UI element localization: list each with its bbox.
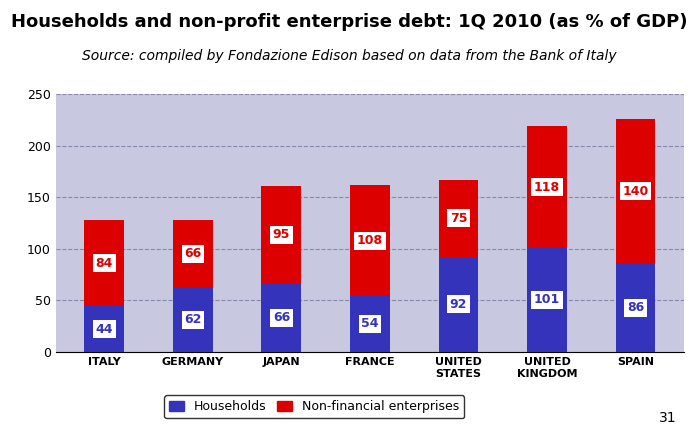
Bar xyxy=(173,220,213,288)
Bar xyxy=(262,284,302,352)
Text: 84: 84 xyxy=(96,257,113,270)
Text: Source: compiled by Fondazione Edison based on data from the Bank of Italy: Source: compiled by Fondazione Edison ba… xyxy=(82,49,616,63)
Bar xyxy=(262,186,302,284)
Bar xyxy=(84,220,124,306)
Text: 92: 92 xyxy=(450,298,467,311)
Text: 54: 54 xyxy=(361,317,379,330)
Bar xyxy=(616,119,655,263)
Bar xyxy=(173,288,213,352)
Text: 62: 62 xyxy=(184,313,202,326)
Bar xyxy=(616,263,655,352)
Legend: Households, Non-financial enterprises: Households, Non-financial enterprises xyxy=(164,396,464,418)
Text: 31: 31 xyxy=(660,411,677,425)
Text: 101: 101 xyxy=(534,293,560,306)
Bar xyxy=(84,306,124,352)
Text: 66: 66 xyxy=(273,311,290,324)
Text: 86: 86 xyxy=(627,301,644,314)
Bar xyxy=(527,126,567,248)
Bar xyxy=(350,296,390,352)
Text: 66: 66 xyxy=(184,248,202,260)
Text: 118: 118 xyxy=(534,181,560,193)
Text: Households and non-profit enterprise debt: 1Q 2010 (as % of GDP): Households and non-profit enterprise deb… xyxy=(10,13,688,31)
Bar xyxy=(350,185,390,296)
Bar xyxy=(438,257,478,352)
Bar xyxy=(527,248,567,352)
Text: 95: 95 xyxy=(273,228,290,242)
Text: 140: 140 xyxy=(623,184,648,198)
Bar xyxy=(438,180,478,257)
Text: 44: 44 xyxy=(96,323,113,335)
Text: 108: 108 xyxy=(357,234,383,247)
Text: 75: 75 xyxy=(450,212,467,225)
